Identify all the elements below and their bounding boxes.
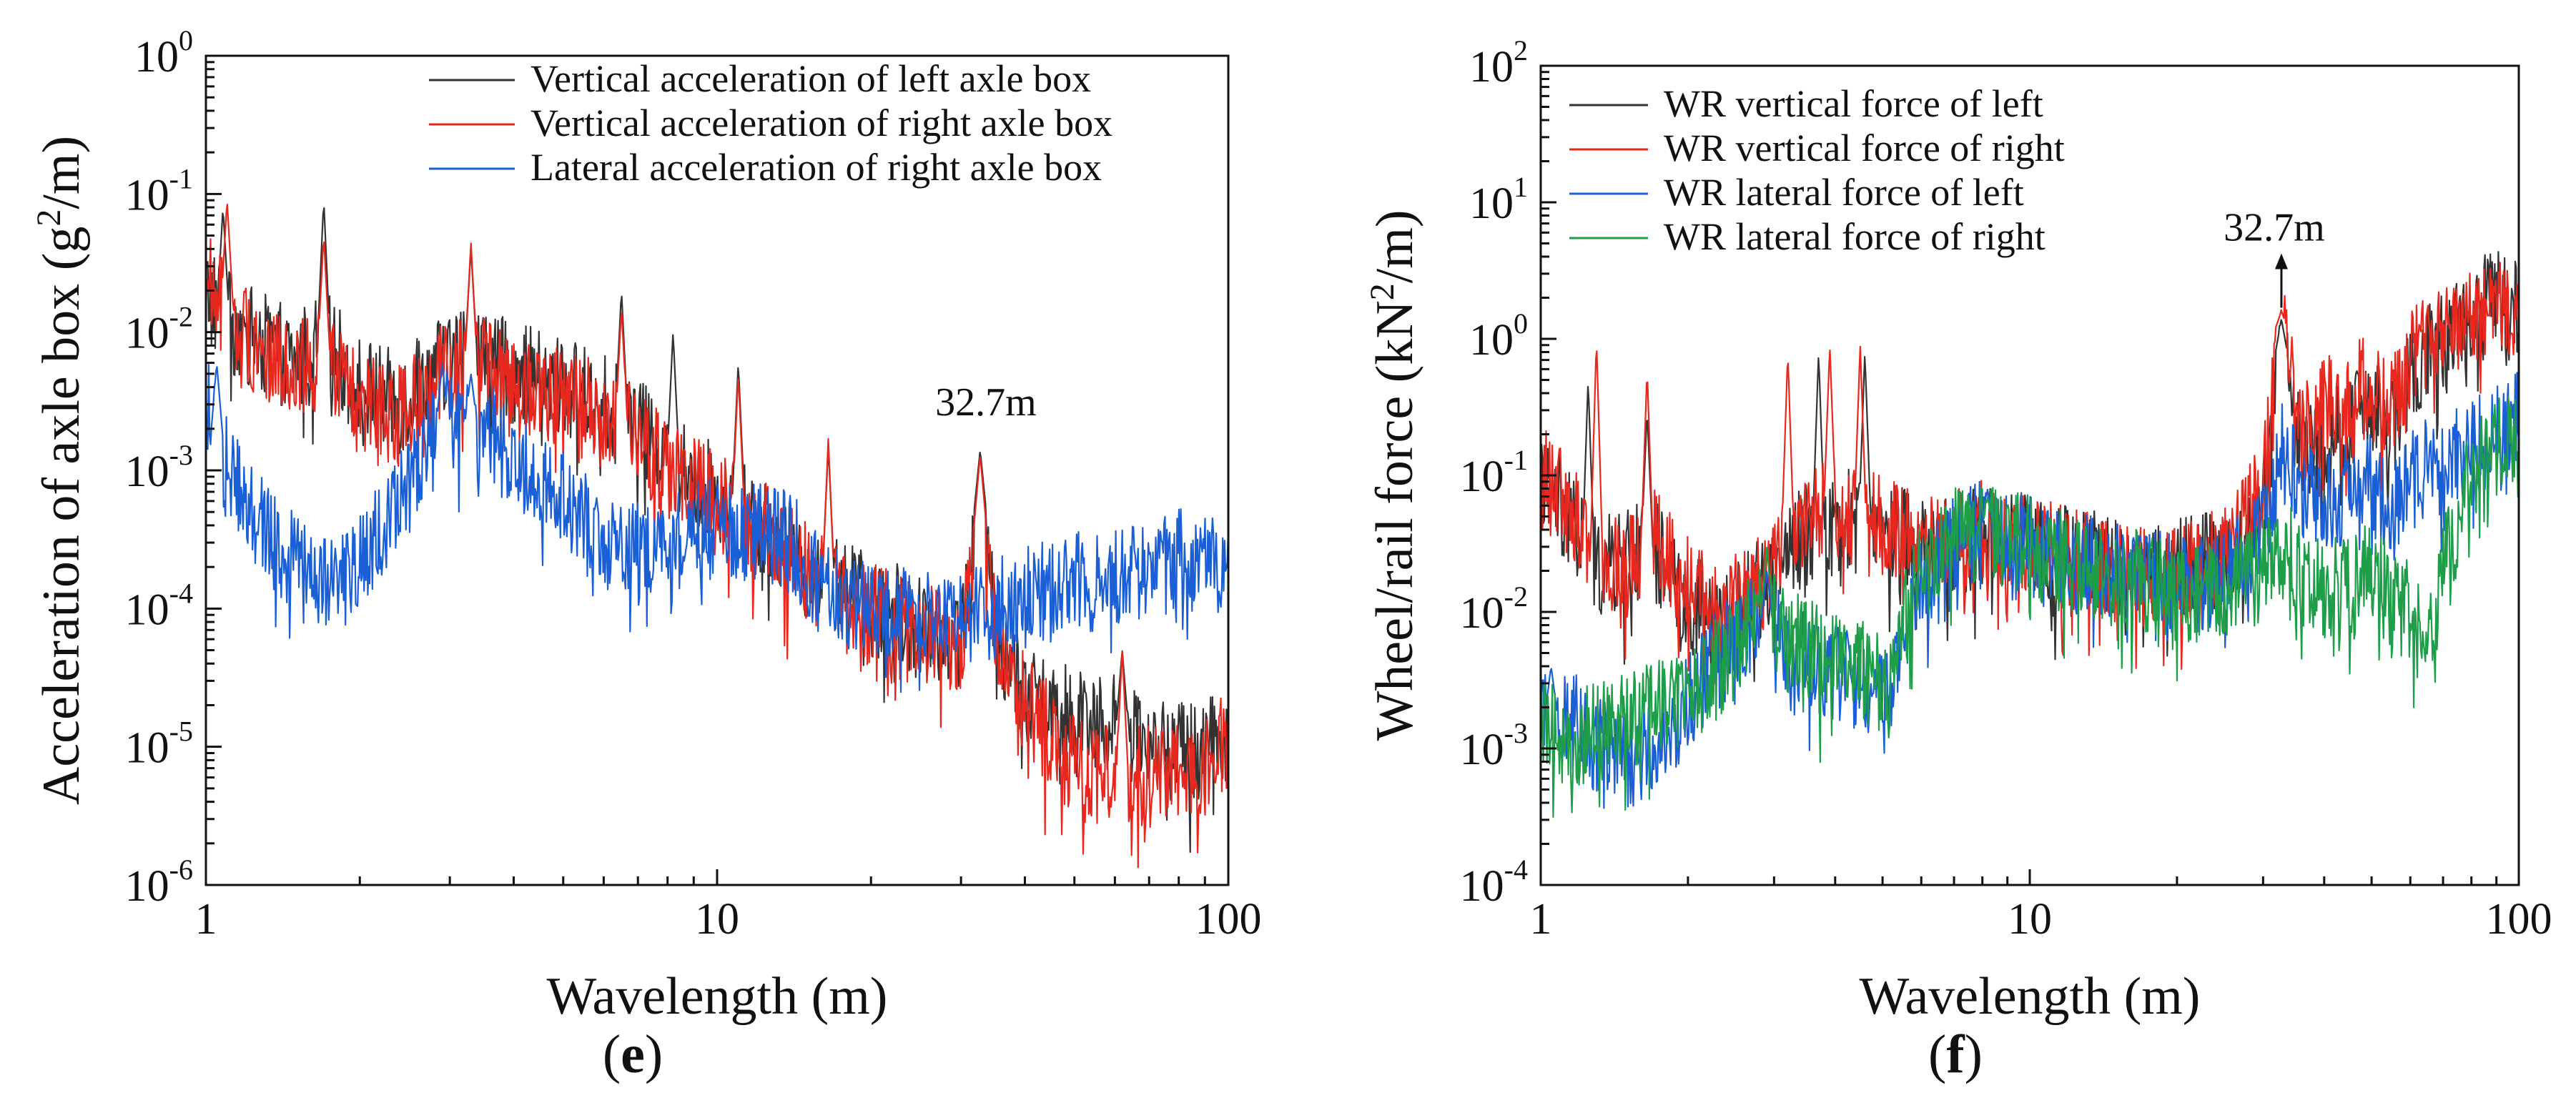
y-tick-label: 10-3: [125, 439, 193, 496]
series-line-3: [1539, 372, 2520, 809]
y-tick-label: 10-4: [125, 577, 193, 634]
series-line-3: [204, 362, 1230, 693]
series-layer-e: [204, 203, 1230, 869]
x-axis-title-f: Wavelength (m): [1860, 967, 2201, 1026]
y-tick-label: 10-5: [125, 716, 193, 773]
legend-e: Vertical acceleration of left axle boxVe…: [429, 57, 1112, 189]
legend-label: WR lateral force of right: [1664, 215, 2045, 258]
chart-panel-f: 1 10 100 102 101 100 10-1 10-2 10-3 10-4 Waveleng…: [1363, 34, 2552, 1084]
y-tick-label: 10-1: [1460, 444, 1528, 501]
x-tick-label: 10: [2008, 895, 2052, 944]
tick-marks-e: [204, 54, 1230, 886]
y-tick-label: 100: [134, 24, 193, 81]
legend-label: Vertical acceleration of left axle box: [531, 57, 1091, 100]
series-line-2: [204, 203, 1230, 869]
y-tick-label: 10-2: [125, 301, 193, 358]
annotation-label: 32.7m: [935, 380, 1037, 425]
tick-labels-f: 1 10 100 102 101 100 10-1 10-2 10-3 10-4: [1460, 34, 2552, 944]
annotations-f: 32.7m: [2224, 205, 2325, 308]
y-tick-label: 10-1: [125, 162, 193, 219]
legend-label: WR vertical force of left: [1664, 82, 2043, 125]
annotation-arrow-head: [2274, 253, 2288, 269]
y-tick-label: 100: [1469, 307, 1528, 365]
x-tick-label: 1: [195, 895, 217, 944]
y-tick-label: 102: [1469, 34, 1528, 92]
annotation-label: 32.7m: [2224, 205, 2325, 249]
x-tick-label: 100: [2486, 895, 2552, 944]
y-axis-title-e: Acceleration of axle box (g2/m): [30, 136, 92, 805]
legend-label: Lateral acceleration of right axle box: [531, 146, 1102, 189]
tick-marks-f: [1539, 64, 2520, 886]
series-layer-f: [1539, 251, 2520, 818]
x-tick-label: 1: [1530, 895, 1552, 944]
series-line-4: [1539, 395, 2520, 818]
panel-label-e: (e): [603, 1024, 663, 1084]
y-tick-label: 10-6: [125, 854, 193, 911]
legend-label: WR lateral force of left: [1664, 171, 2024, 214]
y-tick-label: 10-2: [1460, 580, 1528, 638]
panel-label-f: (f): [1928, 1024, 1983, 1084]
tick-labels-e: 1 10 100 100 10-1 10-2 10-3 10-4 10-5 10-6: [125, 24, 1262, 944]
x-tick-label: 10: [695, 895, 739, 944]
y-tick-label: 10-3: [1460, 717, 1528, 774]
legend-label: WR vertical force of right: [1664, 127, 2065, 169]
annotations-e: 32.7m: [935, 380, 1037, 425]
y-tick-label: 10-4: [1460, 854, 1528, 911]
x-tick-label: 100: [1195, 895, 1262, 944]
y-tick-label: 101: [1469, 171, 1528, 228]
legend-label: Vertical acceleration of right axle box: [531, 102, 1112, 144]
y-axis-title-f: Wheel/rail force (kN2/m): [1363, 209, 1425, 741]
chart-panel-e: 1 10 100 100 10-1 10-2 10-3 10-4 10-5 10-6 Wavele…: [30, 24, 1262, 1084]
x-axis-title-e: Wavelength (m): [547, 967, 888, 1026]
